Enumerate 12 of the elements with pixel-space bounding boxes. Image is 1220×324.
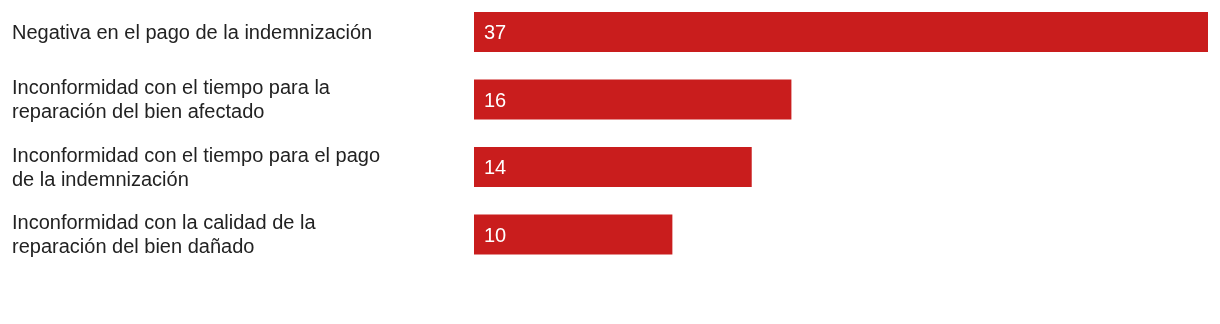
y-tick-label: Inconformidad con el tiempo para el pago de la indemnización (12, 143, 381, 190)
bar (474, 12, 1208, 52)
y-tick-label: Inconformidad con el tiempo para la reparación del bien afectado (12, 76, 331, 123)
data-label: 14 (484, 156, 507, 179)
data-label: 16 (484, 88, 507, 111)
y-tick-label: Inconformidad con la calidad de la reparación del bien dañado (12, 211, 317, 258)
y-tick-label: Negativa en el pago de la indemnización (12, 20, 373, 43)
bar (474, 147, 752, 187)
data-label: 37 (484, 21, 507, 44)
bar (474, 214, 673, 255)
bar (474, 79, 792, 120)
data-label: 10 (484, 223, 507, 246)
